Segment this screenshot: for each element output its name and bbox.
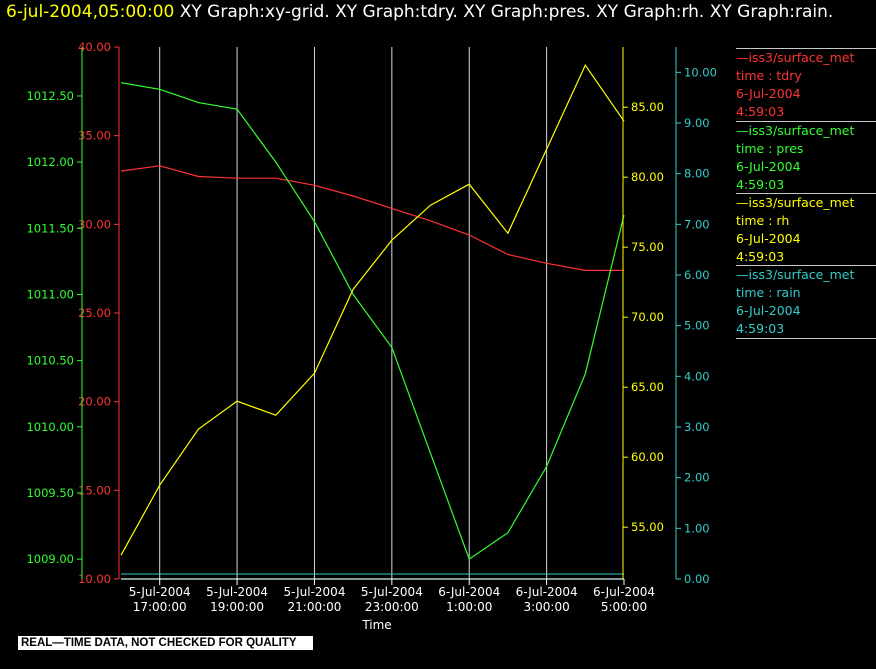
pres-series-line [120,82,625,561]
rain-tick-label: 5.00 [684,319,710,333]
rh-series-line [120,63,625,556]
tdry-tick-label: 30.00 [78,217,111,231]
x-tick-label-time: 3:00:00 [523,600,569,614]
legend-time: 4:59:03 [736,249,785,264]
x-tick-label-date: 6-Jul-2004 [593,585,655,599]
title-datetime: 6-jul-2004,05:00:00 [6,2,175,22]
legend-var: time : pres [736,141,804,156]
rh-tick-label: 60.00 [631,450,664,464]
legend-date: 6-Jul-2004 [736,86,801,101]
legend-time: 4:59:03 [736,177,785,192]
pres-tick-label: 1012.00 [26,155,74,169]
x-tick-label-date: 5-Jul-2004 [283,585,345,599]
rh-tick-label: 75.00 [631,240,664,254]
tdry-tick-label: 25.00 [78,306,111,320]
legend-time: 4:59:03 [736,104,785,119]
data-series [120,63,625,580]
legend-date: 6-Jul-2004 [736,231,801,246]
rain-tick-label: 7.00 [684,217,710,231]
x-tick-label-date: 6-Jul-2004 [438,585,500,599]
axes: 5-Jul-200417:00:005-Jul-200419:00:005-Ju… [26,40,717,614]
legend-separator [736,121,876,122]
legend-end-separator [736,338,876,339]
legend-date: 6-Jul-2004 [736,159,801,174]
rain-tick-label: 8.00 [684,167,710,181]
x-axis-label: Time [361,618,391,632]
rain-tick-label: 2.00 [684,471,710,485]
tdry-tick-label: 10.00 [78,572,111,586]
pres-tick-label: 1012.50 [26,89,74,103]
x-tick-label-date: 6-Jul-2004 [516,585,578,599]
x-tick-label-time: 5:00:00 [601,600,647,614]
x-tick-label-time: 19:00:00 [210,600,264,614]
tdry-tick-label: 35.00 [78,129,111,143]
x-tick-label-date: 5-Jul-2004 [361,585,423,599]
rh-tick-label: 65.00 [631,380,664,394]
legend-label: —iss3/surface_met [736,123,855,138]
rh-tick-label: 70.00 [631,310,664,324]
legend-var: time : tdry [736,68,802,83]
legend-separator [736,265,876,266]
legend-date: 6-Jul-2004 [736,303,801,318]
chart-title: 6-jul-2004,05:00:00 XY Graph:xy-grid. XY… [6,2,833,22]
pres-tick-label: 1009.00 [26,552,74,566]
tdry-tick-label: 15.00 [78,483,111,497]
legend-var: time : rain [736,285,801,300]
x-tick-label-time: 17:00:00 [133,600,187,614]
legend-time: 4:59:03 [736,321,785,336]
rain-tick-label: 6.00 [684,268,710,282]
tdry-series-line [120,165,624,271]
rain-tick-label: 3.00 [684,420,710,434]
x-tick-label-date: 5-Jul-2004 [129,585,191,599]
tdry-tick-label: 20.00 [78,395,111,409]
pres-tick-label: 1010.00 [26,420,74,434]
tdry-tick-label: 40.00 [78,40,111,54]
x-tick-label-time: 1:00:00 [446,600,492,614]
quality-banner: REAL—TIME DATA, NOT CHECKED FOR QUALITY [18,636,313,650]
rain-tick-label: 4.00 [684,369,710,383]
legend-var: time : rh [736,213,790,228]
rh-tick-label: 80.00 [631,170,664,184]
title-graphs: XY Graph:xy-grid. XY Graph:tdry. XY Grap… [174,2,834,22]
rain-tick-label: 0.00 [684,572,710,586]
x-tick-label-date: 5-Jul-2004 [206,585,268,599]
rh-tick-label: 85.00 [631,100,664,114]
pres-tick-label: 1011.00 [26,287,74,301]
legend-separator [736,193,876,194]
rh-tick-label: 55.00 [631,520,664,534]
rain-tick-label: 9.00 [684,116,710,130]
grid-lines [159,47,548,579]
rain-tick-label: 10.00 [684,65,717,79]
pres-tick-label: 1011.50 [26,221,74,235]
pres-tick-label: 1010.50 [26,354,74,368]
legend-label: —iss3/surface_met [736,267,855,282]
rain-tick-label: 1.00 [684,521,710,535]
legend-label: —iss3/surface_met [736,195,855,210]
legend-label: —iss3/surface_met [736,50,855,65]
pres-tick-label: 1009.50 [26,486,74,500]
legend-separator [736,48,876,49]
x-tick-label-time: 23:00:00 [365,600,419,614]
x-tick-label-time: 21:00:00 [288,600,342,614]
